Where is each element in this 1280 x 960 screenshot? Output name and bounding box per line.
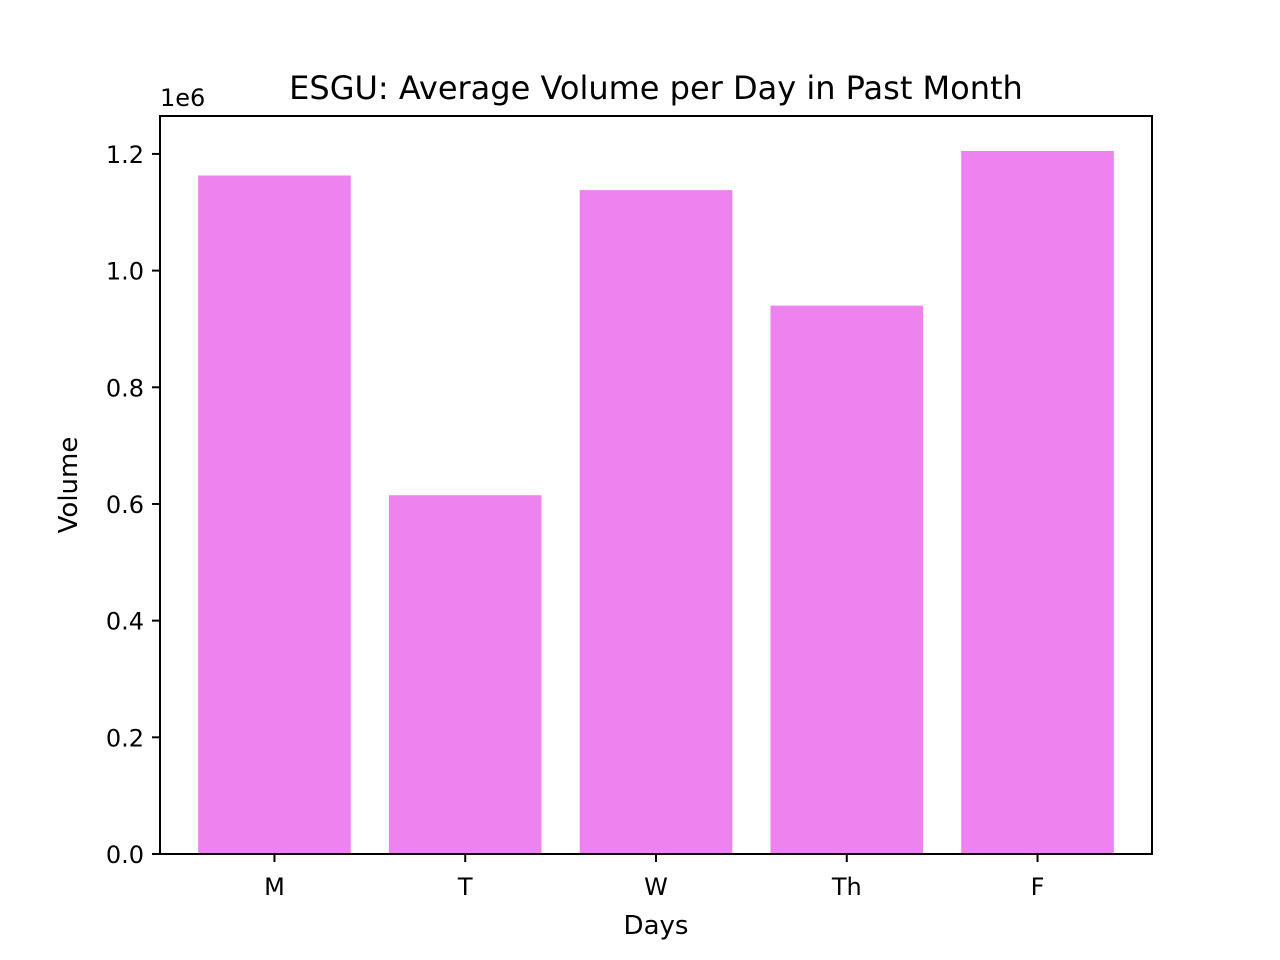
bar-f [961, 151, 1114, 854]
bar-w [579, 190, 733, 855]
x-tick-label: M [264, 873, 285, 901]
y-axis-label: Volume [54, 437, 84, 534]
bar-t [388, 495, 542, 854]
y-tick-label: 0.6 [106, 491, 144, 519]
x-axis-ticks: M T W Th F [264, 854, 1044, 901]
bar-m [198, 175, 351, 854]
y-tick-label: 0.2 [106, 724, 144, 752]
y-tick-label: 1.0 [106, 258, 144, 286]
bars-group [198, 151, 1114, 855]
y-tick-label: 0.0 [106, 841, 144, 869]
x-tick-label: F [1031, 873, 1045, 901]
x-axis-label: Days [624, 911, 689, 941]
x-tick-label: Th [831, 873, 862, 901]
y-offset-text: 1e6 [160, 84, 205, 112]
y-tick-label: 0.4 [106, 608, 144, 636]
bar-th [770, 305, 924, 854]
y-tick-label: 0.8 [106, 374, 144, 402]
y-axis-ticks: 0.0 0.2 0.4 0.6 0.8 1.0 1.2 [106, 141, 160, 869]
plot-frame [159, 115, 1153, 855]
chart-title: ESGU: Average Volume per Day in Past Mon… [289, 69, 1023, 107]
x-tick-label: T [457, 873, 473, 901]
y-tick-label: 1.2 [106, 141, 144, 169]
x-tick-label: W [644, 873, 668, 901]
